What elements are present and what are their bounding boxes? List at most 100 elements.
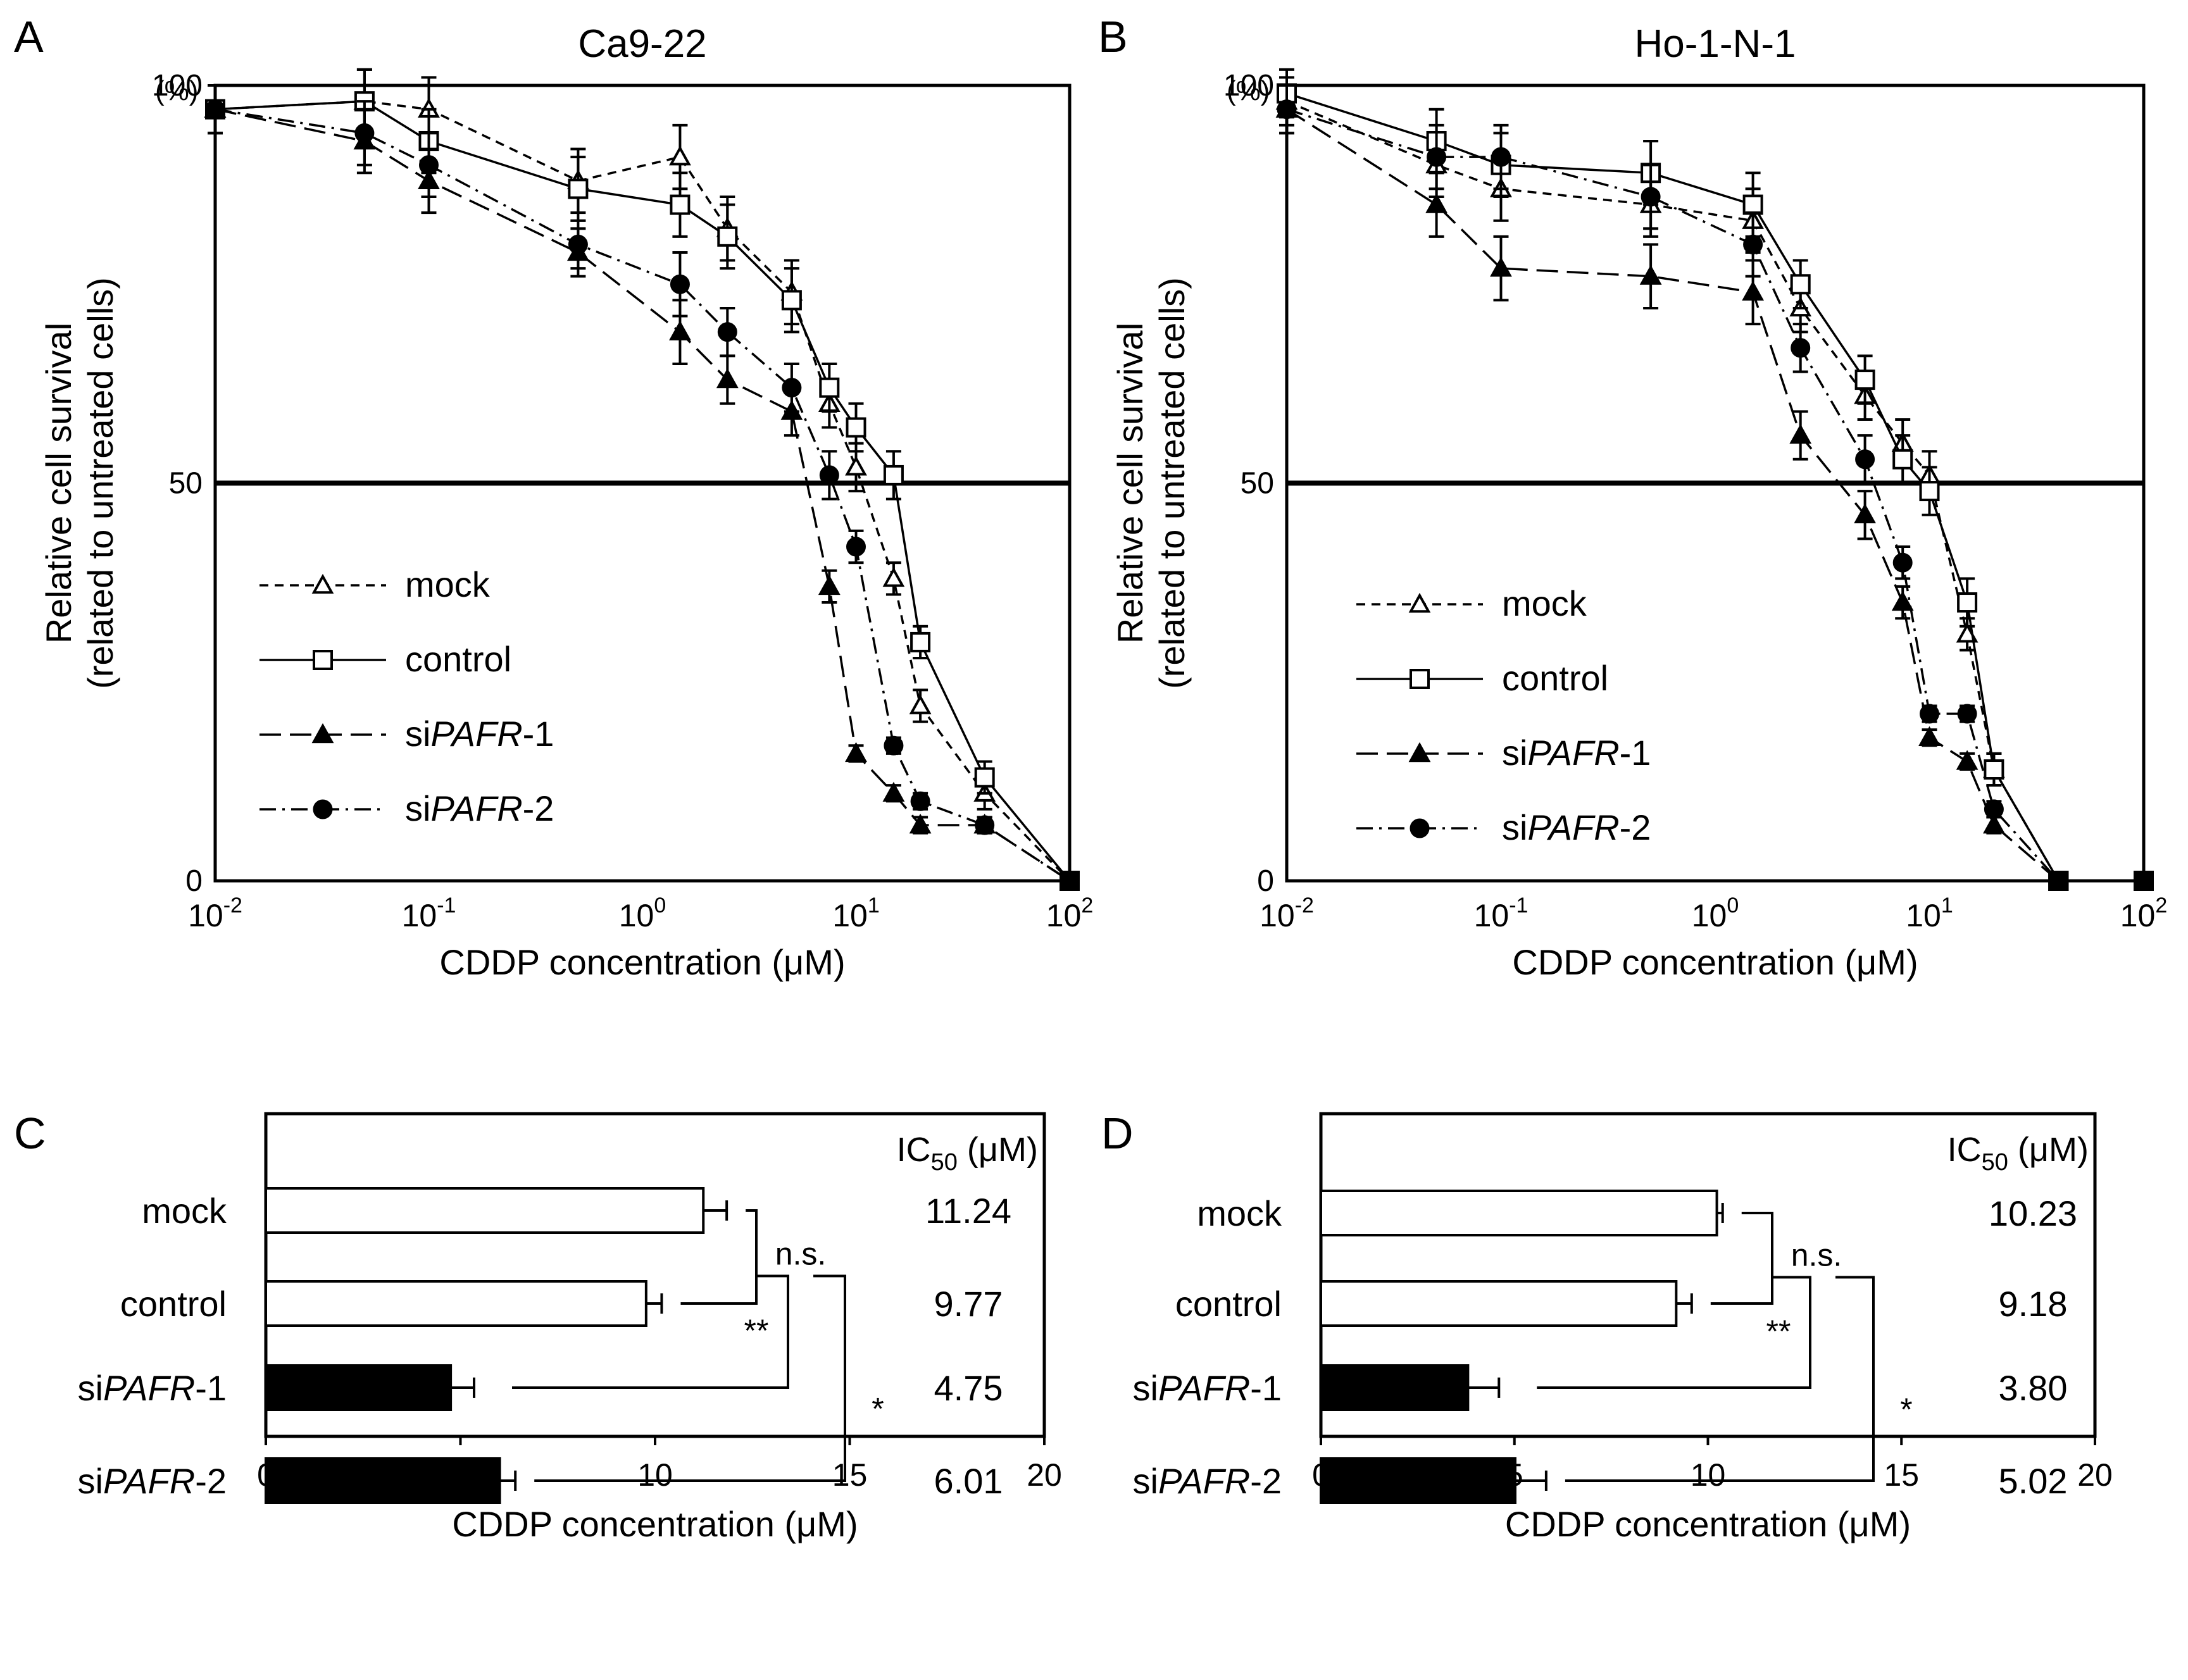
- y-unit-label: (%): [155, 75, 198, 106]
- data-point: [1791, 338, 1811, 358]
- data-point: [1892, 449, 1913, 470]
- category-label: siPAFR-1: [1133, 1368, 1282, 1408]
- legend-label: siPAFR-2: [1502, 807, 1651, 847]
- data-point: [781, 290, 802, 311]
- data-point: [1743, 234, 1763, 254]
- data-point: [716, 368, 739, 389]
- significance-label: *: [872, 1391, 884, 1426]
- legend-label: mock: [405, 564, 491, 604]
- data-point: [975, 815, 995, 835]
- data-point: [845, 456, 867, 476]
- significance-label: n.s.: [775, 1236, 827, 1272]
- significance-bracket: [534, 1274, 846, 1482]
- data-point: [1891, 590, 1914, 611]
- ic50-value: 3.80: [1999, 1368, 2068, 1408]
- legend-marker: [1408, 592, 1431, 613]
- bar: [265, 1364, 453, 1411]
- y-tick-label: 0: [1257, 864, 1274, 898]
- x-tick-label: 10-1: [402, 893, 456, 933]
- panel-d-ic50-chart: 05101520CDDP concentration (μM)IC50 (μM)…: [1133, 1112, 2113, 1544]
- legend-marker: [1410, 818, 1430, 838]
- series-control: [1277, 68, 2154, 891]
- ic50-header: IC50 (μM): [897, 1131, 1038, 1176]
- data-point: [1920, 704, 1939, 724]
- x-tick-label: 10-2: [1260, 893, 1314, 933]
- legend-label: mock: [1502, 583, 1587, 623]
- series-line: [215, 108, 1070, 882]
- data-point: [1918, 726, 1941, 746]
- bar: [1320, 1190, 1718, 1236]
- data-point: [910, 791, 930, 811]
- category-label: siPAFR-1: [78, 1368, 227, 1408]
- ic50-header: IC50 (μM): [1947, 1131, 2089, 1176]
- data-point: [1277, 99, 1297, 120]
- bar: [1320, 1364, 1470, 1411]
- data-point: [1892, 552, 1913, 573]
- ic50-value: 11.24: [925, 1191, 1011, 1231]
- data-point: [1490, 256, 1512, 277]
- data-point: [1854, 370, 1875, 390]
- x-tick-label: 20: [1027, 1457, 1062, 1493]
- data-point: [1641, 187, 1661, 207]
- panel-b-survival-chart: Ho-1-N-1 (%) 0 50 100 10-2 10-1 100 101 102 CDDP c…: [1110, 22, 2167, 982]
- panel-letter-a: A: [14, 12, 44, 61]
- data-point: [1491, 147, 1511, 167]
- legend-marker: [1410, 669, 1430, 689]
- data-point: [1984, 759, 2004, 780]
- bar: [1320, 1457, 1516, 1504]
- legend-marker: [1408, 742, 1431, 762]
- ic50-value: 9.77: [934, 1284, 1003, 1324]
- data-point: [1982, 813, 2005, 834]
- data-point: [883, 464, 904, 485]
- x-tick-label: 100: [619, 893, 666, 933]
- data-point: [909, 694, 932, 714]
- significance-bracket: [1565, 1276, 1875, 1482]
- data-point: [782, 378, 802, 398]
- y-tick-label: 100: [152, 69, 203, 103]
- legend-label: siPAFR-1: [1502, 733, 1651, 773]
- x-tick-label: 15: [832, 1457, 868, 1493]
- ic50-value: 9.18: [1999, 1284, 2068, 1324]
- data-point: [717, 226, 738, 247]
- data-point: [846, 417, 866, 438]
- data-point: [1957, 592, 1978, 613]
- series-mock: [204, 68, 1080, 891]
- data-point: [669, 320, 691, 340]
- bar: [265, 1457, 501, 1504]
- x-tick-label: 101: [1906, 893, 1953, 933]
- data-point: [1957, 704, 1977, 724]
- data-point: [910, 632, 931, 652]
- x-tick-label: 102: [1046, 893, 1094, 933]
- category-label: mock: [142, 1191, 227, 1231]
- ic50-value: 4.75: [934, 1368, 1003, 1408]
- series-line: [1286, 108, 2144, 882]
- data-point: [819, 377, 840, 398]
- data-point: [1854, 503, 1877, 523]
- bar: [1320, 1280, 1678, 1327]
- data-point: [974, 767, 995, 788]
- y-unit-label: (%): [1227, 75, 1270, 106]
- category-label: mock: [1197, 1193, 1282, 1233]
- legend-label: siPAFR-2: [405, 788, 554, 828]
- x-tick-label: 10-1: [1474, 893, 1528, 933]
- x-tick-label: 102: [2120, 893, 2168, 933]
- y-axis-label: Relative cell survival: [39, 323, 78, 644]
- panel-letter-c: C: [14, 1109, 46, 1158]
- x-tick-label: 100: [1692, 893, 1739, 933]
- significance-label: n.s.: [1791, 1238, 1842, 1273]
- legend-marker: [313, 650, 333, 670]
- panel-a-survival-chart: Ca9-22 (%) 0 50 100 10-2 10-1 100 101 102 CDDP con…: [39, 22, 1093, 982]
- significance-bracket: [1537, 1276, 1811, 1389]
- bar: [265, 1187, 705, 1234]
- series-siPAFR-1: [1275, 84, 2154, 891]
- legend-marker: [311, 573, 334, 594]
- category-label: siPAFR-2: [1133, 1461, 1282, 1501]
- data-point: [845, 742, 867, 762]
- series-siPAFR-2: [205, 84, 1080, 891]
- data-point: [1956, 750, 1979, 770]
- legend-marker: [313, 799, 333, 819]
- x-axis-label: CDDP concentration (μM): [439, 942, 845, 982]
- category-label: siPAFR-2: [78, 1461, 227, 1501]
- data-point: [205, 99, 225, 120]
